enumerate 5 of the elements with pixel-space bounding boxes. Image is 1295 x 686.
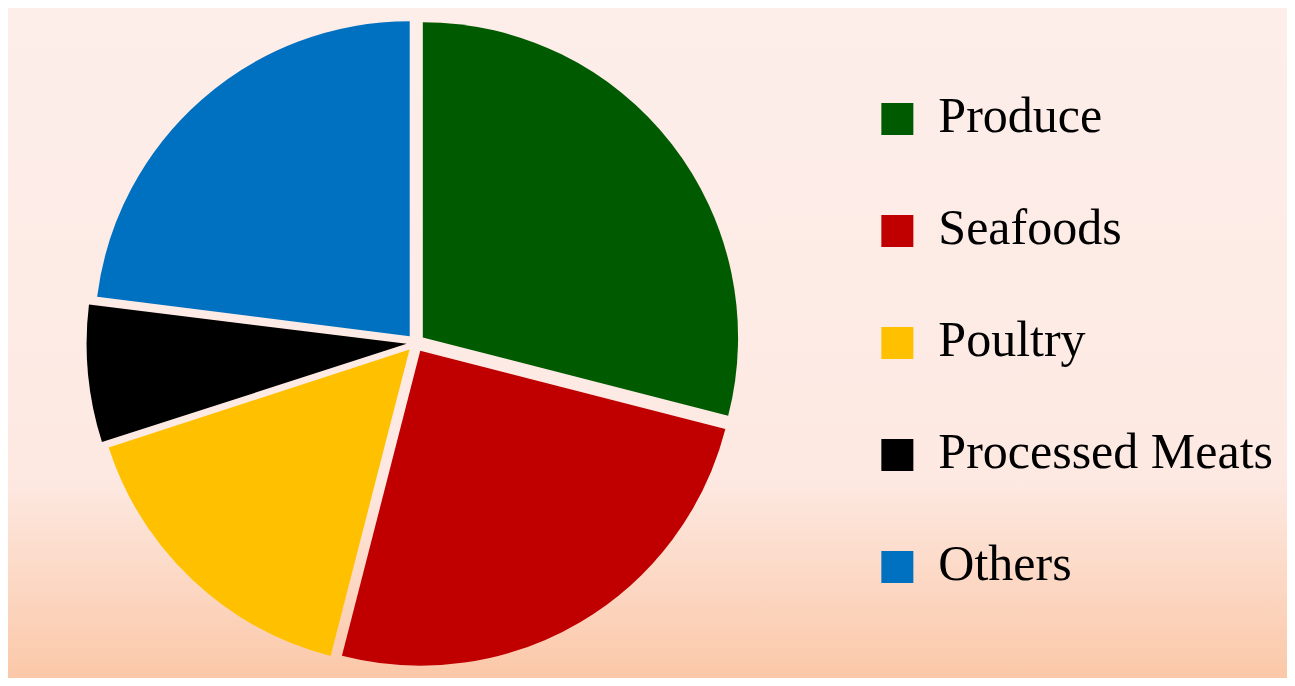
legend-label: Others	[938, 535, 1072, 592]
legend-label: Processed Meats	[938, 423, 1274, 480]
legend-label: Seafoods	[938, 199, 1122, 256]
legend-label: Produce	[938, 87, 1103, 144]
legend-label: Poultry	[938, 311, 1086, 368]
